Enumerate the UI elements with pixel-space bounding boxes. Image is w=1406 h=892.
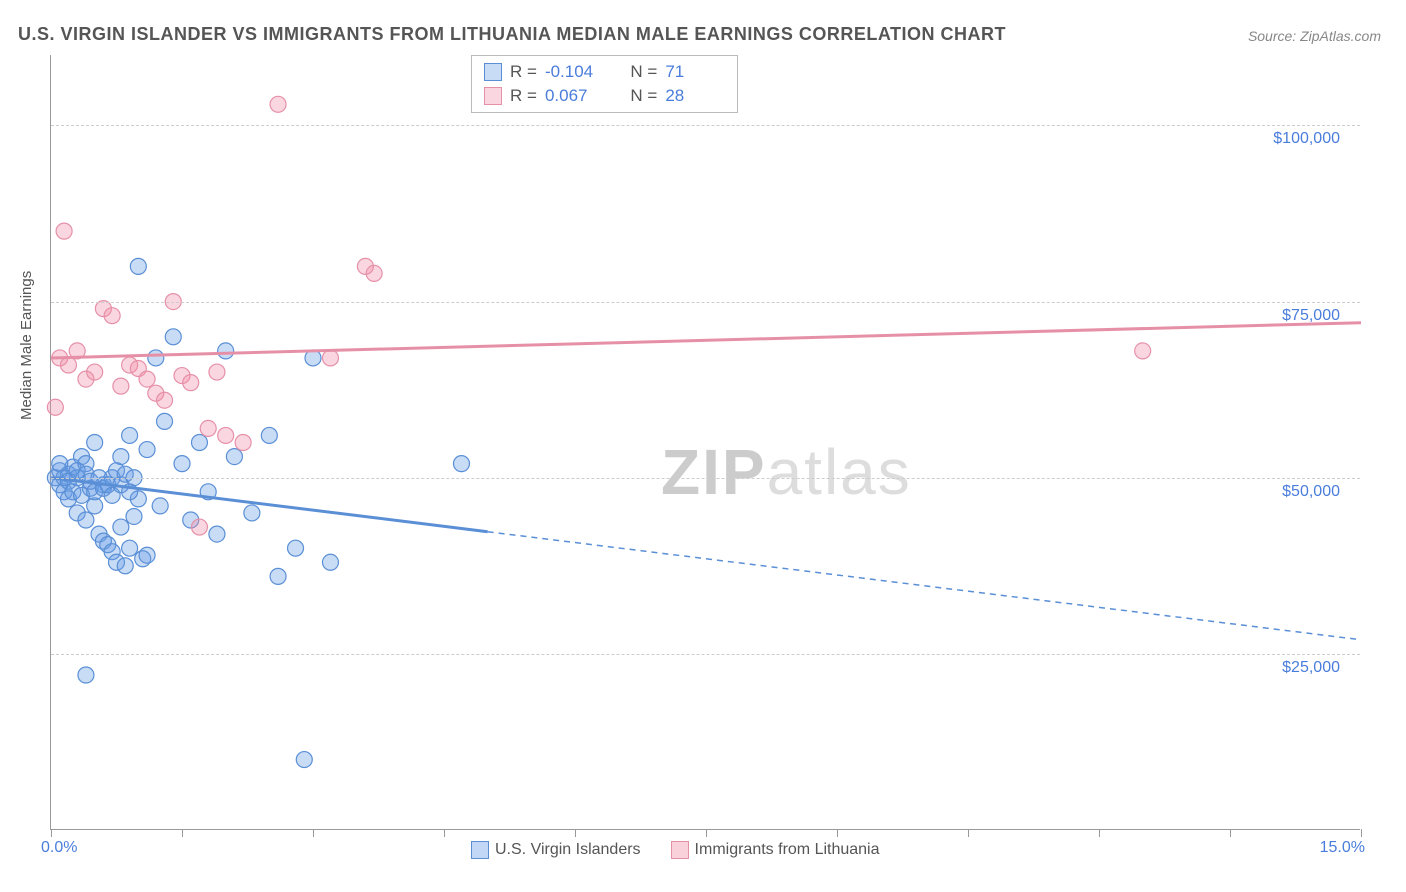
source-label: Source: ZipAtlas.com xyxy=(1248,28,1381,44)
data-point xyxy=(218,343,234,359)
data-point xyxy=(122,540,138,556)
stats-legend-box: R = -0.104 N = 71R = 0.067 N = 28 xyxy=(471,55,738,113)
data-point xyxy=(244,505,260,521)
x-tick xyxy=(182,829,183,837)
data-point xyxy=(183,375,199,391)
stat-R-value: -0.104 xyxy=(545,62,605,82)
data-point xyxy=(288,540,304,556)
data-point xyxy=(270,96,286,112)
data-point xyxy=(209,526,225,542)
x-axis-max-label: 15.0% xyxy=(1320,839,1365,857)
trend-line-dashed xyxy=(488,532,1361,640)
data-point xyxy=(191,519,207,535)
x-tick xyxy=(1230,829,1231,837)
bottom-legend: U.S. Virgin Islanders Immigrants from Lit… xyxy=(471,841,880,859)
data-point xyxy=(322,350,338,366)
data-point xyxy=(322,554,338,570)
series-swatch xyxy=(484,63,502,81)
data-point xyxy=(165,329,181,345)
x-tick xyxy=(575,829,576,837)
data-point xyxy=(296,752,312,768)
data-point xyxy=(87,435,103,451)
series-swatch xyxy=(484,87,502,105)
legend-item: U.S. Virgin Islanders xyxy=(471,841,641,859)
data-point xyxy=(122,427,138,443)
y-tick-label: $75,000 xyxy=(1282,307,1340,325)
data-point xyxy=(87,364,103,380)
data-point xyxy=(104,308,120,324)
stat-N-label: N = xyxy=(630,86,657,106)
data-point xyxy=(200,420,216,436)
x-axis-min-label: 0.0% xyxy=(41,839,77,857)
data-point xyxy=(191,435,207,451)
x-tick xyxy=(706,829,707,837)
gridline xyxy=(51,478,1360,479)
data-point xyxy=(157,413,173,429)
stats-row: R = 0.067 N = 28 xyxy=(484,84,725,108)
stat-N-value: 71 xyxy=(665,62,725,82)
data-point xyxy=(130,258,146,274)
legend-item: Immigrants from Lithuania xyxy=(671,841,880,859)
data-point xyxy=(139,442,155,458)
stat-R-label: R = xyxy=(510,62,537,82)
stats-row: R = -0.104 N = 71 xyxy=(484,60,725,84)
x-tick xyxy=(444,829,445,837)
chart-title: U.S. VIRGIN ISLANDER VS IMMIGRANTS FROM … xyxy=(18,24,1006,45)
data-point xyxy=(209,364,225,380)
stat-R-value: 0.067 xyxy=(545,86,605,106)
y-tick-label: $25,000 xyxy=(1282,659,1340,677)
y-tick-label: $50,000 xyxy=(1282,483,1340,501)
data-point xyxy=(113,519,129,535)
data-point xyxy=(366,265,382,281)
data-point xyxy=(261,427,277,443)
legend-label: U.S. Virgin Islanders xyxy=(495,841,641,858)
data-point xyxy=(56,223,72,239)
gridline xyxy=(51,302,1360,303)
data-point xyxy=(47,399,63,415)
data-point xyxy=(60,357,76,373)
data-point xyxy=(152,498,168,514)
stat-N-label: N = xyxy=(630,62,657,82)
data-point xyxy=(117,558,133,574)
stat-R-label: R = xyxy=(510,86,537,106)
x-tick xyxy=(1361,829,1362,837)
x-tick xyxy=(968,829,969,837)
x-tick xyxy=(313,829,314,837)
stat-N-value: 28 xyxy=(665,86,725,106)
legend-label: Immigrants from Lithuania xyxy=(695,841,880,858)
data-point xyxy=(148,350,164,366)
data-point xyxy=(139,547,155,563)
data-point xyxy=(139,371,155,387)
data-point xyxy=(235,435,251,451)
x-tick xyxy=(51,829,52,837)
data-point xyxy=(1135,343,1151,359)
trend-line-solid xyxy=(51,323,1361,358)
scatter-svg xyxy=(51,55,1361,830)
data-point xyxy=(226,449,242,465)
data-point xyxy=(78,667,94,683)
data-point xyxy=(126,508,142,524)
x-tick xyxy=(837,829,838,837)
chart-plot-area: ZIPatlas R = -0.104 N = 71R = 0.067 N = … xyxy=(50,55,1360,830)
data-point xyxy=(78,512,94,528)
data-point xyxy=(453,456,469,472)
x-tick xyxy=(1099,829,1100,837)
legend-swatch xyxy=(671,841,689,859)
gridline xyxy=(51,125,1360,126)
data-point xyxy=(270,568,286,584)
y-tick-label: $100,000 xyxy=(1273,130,1340,148)
gridline xyxy=(51,654,1360,655)
data-point xyxy=(113,378,129,394)
data-point xyxy=(157,392,173,408)
legend-swatch xyxy=(471,841,489,859)
data-point xyxy=(218,427,234,443)
y-axis-label: Median Male Earnings xyxy=(18,271,35,420)
data-point xyxy=(174,456,190,472)
